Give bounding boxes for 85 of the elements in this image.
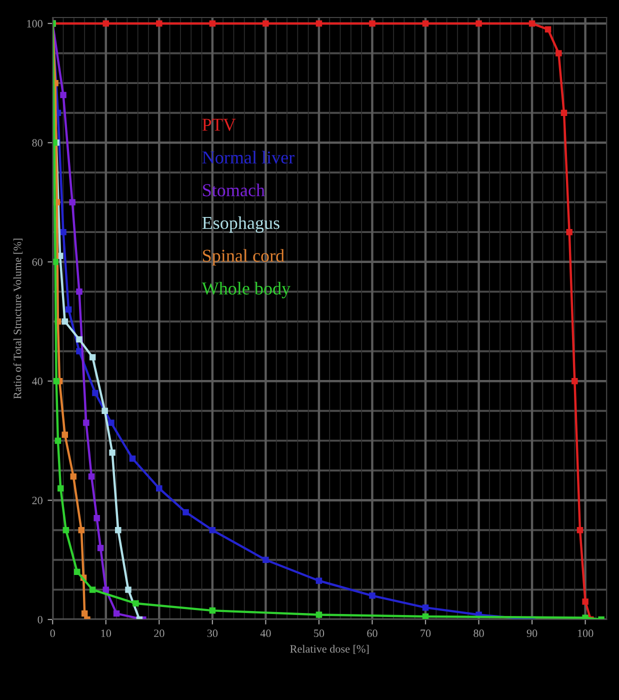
point bbox=[102, 586, 110, 593]
text: PTV bbox=[202, 118, 236, 131]
point bbox=[52, 258, 58, 265]
point bbox=[70, 473, 77, 480]
x-tick-label: 30 bbox=[207, 630, 218, 638]
point bbox=[94, 515, 100, 522]
point bbox=[102, 20, 110, 27]
text: Whole body bbox=[202, 282, 291, 298]
point bbox=[53, 378, 60, 384]
y-tick-label: 20 bbox=[32, 496, 42, 504]
point bbox=[81, 610, 88, 617]
x-tick-label: 90 bbox=[526, 630, 538, 638]
y-tick-label: 0 bbox=[38, 616, 42, 624]
point bbox=[78, 526, 85, 534]
point bbox=[422, 604, 429, 611]
x-tick-label: 80 bbox=[474, 630, 484, 638]
point bbox=[422, 20, 429, 27]
point bbox=[369, 592, 376, 599]
y-tick-label: 80 bbox=[32, 139, 42, 147]
point bbox=[476, 20, 482, 27]
point bbox=[209, 526, 216, 534]
x-tick-label: 50 bbox=[314, 630, 324, 638]
x-axis-title: Relative dose [%] bbox=[290, 644, 369, 654]
point bbox=[556, 50, 562, 56]
point bbox=[316, 578, 322, 584]
point bbox=[113, 610, 120, 617]
y-tick-label: 60 bbox=[32, 258, 42, 266]
point bbox=[88, 473, 95, 480]
point bbox=[209, 607, 216, 614]
point bbox=[102, 408, 108, 414]
x-tick-label: 10 bbox=[101, 630, 112, 638]
point bbox=[125, 586, 132, 593]
point bbox=[83, 420, 90, 426]
point bbox=[62, 526, 70, 534]
point bbox=[62, 318, 68, 325]
point bbox=[76, 288, 82, 295]
point bbox=[156, 485, 162, 492]
point bbox=[60, 228, 66, 236]
point bbox=[262, 556, 269, 564]
text: Normal liver bbox=[202, 150, 294, 164]
point bbox=[69, 199, 76, 206]
point bbox=[54, 438, 62, 444]
point bbox=[109, 449, 116, 456]
point bbox=[582, 614, 588, 620]
point bbox=[62, 432, 68, 438]
point bbox=[582, 598, 588, 605]
point bbox=[89, 586, 96, 593]
point bbox=[60, 92, 66, 98]
point bbox=[76, 336, 82, 342]
x-tick-label: 70 bbox=[420, 630, 431, 638]
y-axis-title: Ratio of Total Structure Volume [%] bbox=[13, 238, 23, 399]
point bbox=[182, 509, 189, 516]
x-tick-label: 60 bbox=[367, 630, 378, 638]
point bbox=[115, 526, 122, 534]
point bbox=[566, 228, 572, 236]
point bbox=[89, 354, 96, 360]
point bbox=[156, 20, 162, 27]
y-tick-label: 100 bbox=[27, 20, 42, 28]
text: Spinal cord bbox=[203, 249, 284, 266]
point bbox=[97, 544, 104, 552]
point bbox=[316, 612, 322, 618]
x-tick-label: 0 bbox=[50, 630, 55, 638]
point bbox=[132, 600, 139, 607]
point bbox=[528, 20, 536, 27]
y-tick-label: 40 bbox=[32, 378, 42, 386]
point bbox=[572, 378, 578, 384]
point bbox=[92, 390, 98, 396]
text: Stomach bbox=[203, 184, 265, 196]
point bbox=[129, 455, 136, 462]
point bbox=[65, 306, 72, 313]
point bbox=[422, 613, 429, 620]
point bbox=[57, 485, 64, 492]
point bbox=[316, 20, 322, 27]
point bbox=[209, 20, 216, 27]
point bbox=[560, 110, 568, 116]
point bbox=[108, 420, 114, 426]
x-tick-label: 100 bbox=[578, 630, 594, 638]
point bbox=[369, 20, 376, 27]
point bbox=[576, 526, 584, 534]
text: Esophagus bbox=[202, 216, 280, 233]
point bbox=[74, 568, 80, 575]
x-tick-label: 20 bbox=[154, 630, 164, 638]
point bbox=[544, 26, 552, 33]
x-tick-label: 40 bbox=[260, 630, 271, 638]
point bbox=[262, 20, 269, 27]
